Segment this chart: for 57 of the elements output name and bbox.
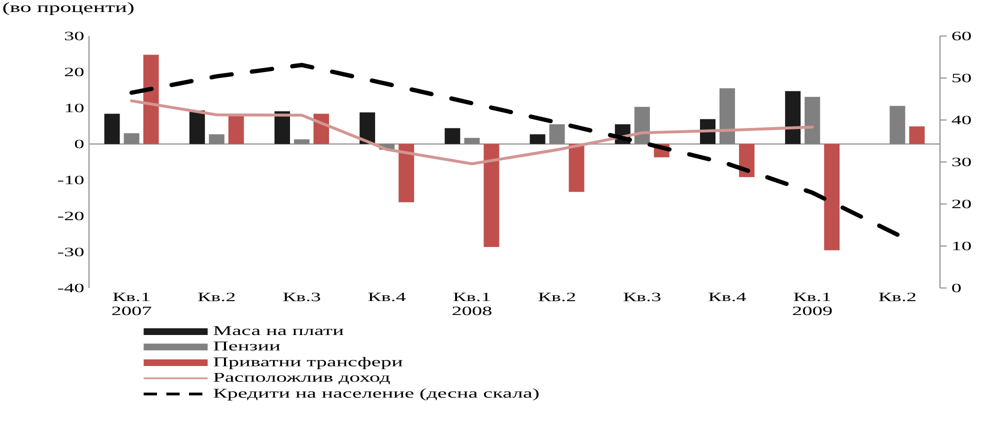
y2-tick-label: 50 [952,74,971,82]
x-tick-label: Кв.2 [198,292,235,302]
x-tick-label: Кв.4 [708,292,746,302]
y-tick-label: -20 [58,212,84,220]
chart-title: (во проценти) [3,2,134,15]
bar [294,139,310,144]
y2-tick-label: 0 [952,284,961,292]
y-tick-label: -30 [58,248,84,256]
legend-label: Расположлив доход [214,372,390,384]
y-tick-label: -40 [58,284,84,292]
y2-tick-label: 60 [952,32,971,40]
bar [720,88,735,144]
y2-tick-label: 20 [952,200,971,208]
bar [484,144,500,247]
bar [804,96,820,144]
bar [360,112,376,144]
y-tick-label: 10 [66,104,84,112]
y2-tick-label: 40 [952,116,971,124]
bar [530,134,546,144]
bar [824,144,840,250]
x-tick-label: Кв.4 [368,292,406,302]
y-tick-label: 0 [74,140,84,148]
legend-label: Маса на плати [214,326,344,336]
x-tick-label: Кв.1 2008 [452,292,492,316]
bar [444,128,460,144]
bar [208,134,224,144]
bar [274,111,290,144]
legend-label: Приватни трансфери [214,357,402,370]
bar [228,116,244,144]
bar [739,144,754,178]
bar [124,133,140,144]
x-tick-label: Кв.1 2009 [792,292,832,316]
line-series [130,99,814,166]
bar [189,110,205,144]
x-tick-label: Кв.3 [283,292,320,302]
bar [890,106,906,144]
x-tick-label: Кв.2 [538,292,576,302]
bar [104,114,120,144]
legend-label: Кредити на население (десна скала) [214,388,539,400]
y2-tick-label: 30 [952,158,971,166]
bar [464,138,480,144]
bar [568,144,584,192]
legend-label: Пензии [214,342,280,351]
bar [549,124,565,144]
bar [909,126,925,144]
bar [634,106,650,144]
line-series [129,62,900,237]
bar [398,144,414,202]
y-tick-label: 30 [64,32,84,40]
y-tick-label: 20 [64,68,84,76]
y-tick-label: -10 [58,176,84,184]
bar [143,54,159,144]
x-tick-label: Кв.2 [878,292,916,302]
x-tick-label: Кв.3 [624,292,661,302]
bar [785,91,801,144]
x-tick-label: Кв.1 2007 [112,292,152,316]
y2-tick-label: 10 [953,242,971,250]
